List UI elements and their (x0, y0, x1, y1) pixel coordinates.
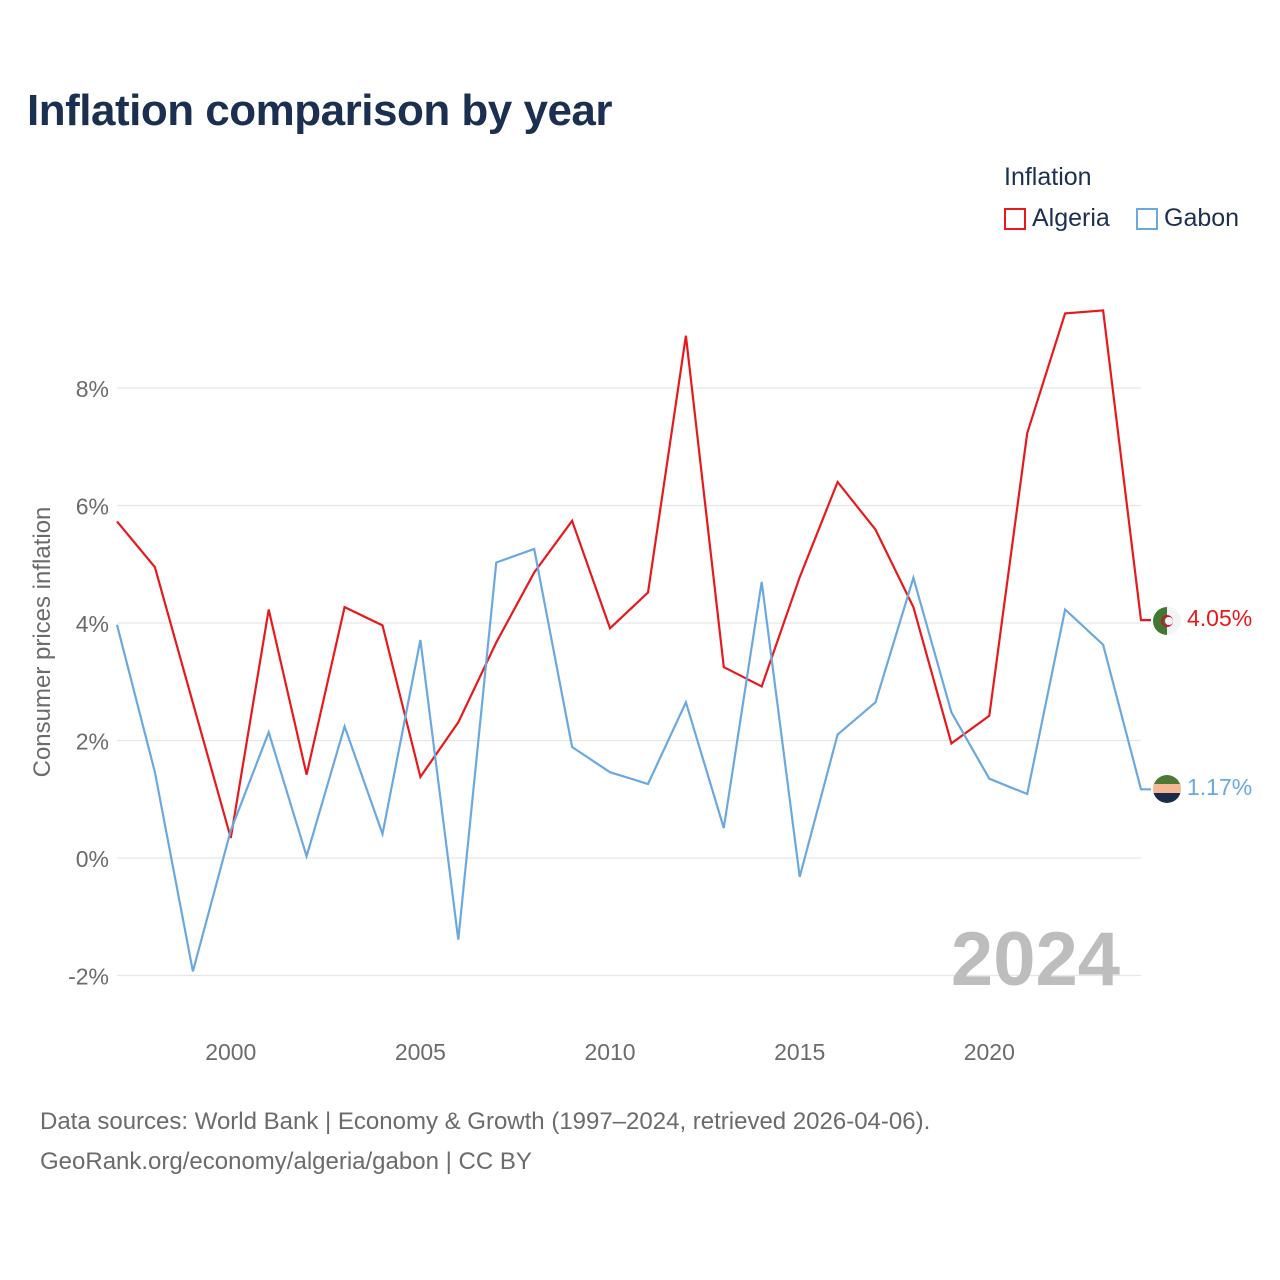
legend-swatch-gabon (1136, 207, 1158, 230)
y-tick-label: -2% (68, 964, 109, 990)
chart-title: Inflation comparison by year (27, 86, 613, 135)
source-line-2[interactable]: GeoRank.org/economy/algeria/gabon | CC B… (40, 1148, 532, 1175)
algeria-flag-icon (1153, 607, 1181, 635)
y-tick-label: 8% (76, 376, 109, 402)
gabon-flag-icon (1153, 775, 1181, 803)
x-tick-label: 2020 (964, 1039, 1015, 1065)
x-tick-label: 2010 (584, 1039, 635, 1065)
end-label-gabon: 1.17% (1187, 774, 1252, 800)
legend-item-algeria[interactable]: Algeria (1004, 204, 1110, 233)
legend-label-gabon: Gabon (1164, 204, 1240, 232)
x-tick-label: 2005 (395, 1039, 446, 1065)
end-label-algeria: 4.05% (1187, 605, 1252, 631)
y-tick-label: 2% (76, 729, 109, 755)
y-tick-label: 0% (76, 846, 109, 872)
legend-swatch-algeria (1004, 207, 1026, 230)
series-line-gabon[interactable] (115, 547, 1151, 972)
y-axis-label: Consumer prices inflation (29, 507, 56, 778)
x-tick-label: 2000 (205, 1039, 256, 1065)
source-line-1: Data sources: World Bank | Economy & Gro… (40, 1108, 931, 1135)
year-watermark: 2024 (951, 917, 1120, 1002)
x-tick-label: 2015 (774, 1039, 825, 1065)
y-tick-label: 4% (76, 611, 109, 637)
legend-item-gabon[interactable]: Gabon (1136, 204, 1239, 233)
y-tick-label: 6% (76, 494, 109, 520)
legend-label-algeria: Algeria (1032, 204, 1110, 232)
series-line-algeria[interactable] (116, 309, 1151, 839)
legend-title: Inflation (1004, 163, 1092, 191)
